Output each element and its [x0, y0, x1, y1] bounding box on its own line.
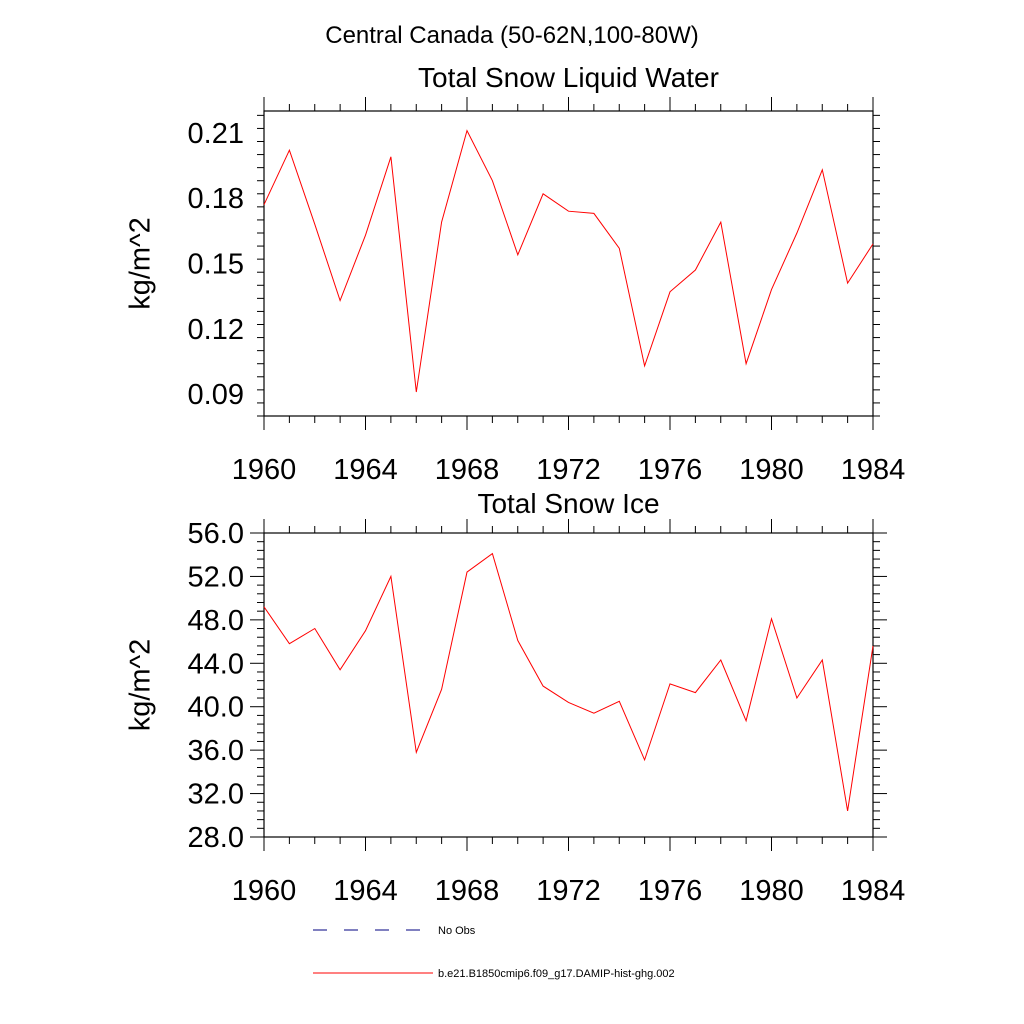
plot-frame — [263, 532, 874, 838]
x-tick-label: 1968 — [435, 454, 500, 486]
x-tick-label: 1968 — [435, 875, 500, 907]
x-tick-label: 1960 — [232, 454, 297, 486]
y-tick-label: 28.0 — [188, 822, 244, 854]
x-tick-label: 1964 — [333, 454, 398, 486]
x-tick-label: 1976 — [638, 454, 703, 486]
x-tick-label: 1984 — [841, 875, 906, 907]
y-axis-label: kg/m^2 — [125, 217, 157, 310]
legend-item: b.e21.B1850cmip6.f09_g17.DAMIP-hist-ghg.… — [313, 968, 675, 980]
x-tick-label: 1980 — [739, 875, 804, 907]
x-tick-label: 1960 — [232, 875, 297, 907]
y-tick-label: 0.09 — [188, 379, 244, 411]
x-tick-label: 1980 — [739, 454, 804, 486]
y-tick-label: 44.0 — [188, 648, 244, 680]
x-tick-label: 1964 — [333, 875, 398, 907]
y-tick-label: 0.12 — [188, 314, 244, 346]
tick-marks — [257, 97, 880, 430]
y-tick-label: 32.0 — [188, 779, 244, 811]
main-title: Central Canada (50-62N,100-80W) — [325, 22, 699, 49]
panel-title: Total Snow Ice — [477, 488, 659, 519]
y-tick-label: 52.0 — [188, 561, 244, 593]
y-tick-label: 56.0 — [188, 518, 244, 550]
y-tick-label: 36.0 — [188, 735, 244, 767]
y-tick-label: 0.21 — [188, 118, 244, 150]
chart-panels: Total Snow Liquid Water 1960 1964 1968 1972 1… — [125, 62, 906, 907]
legend-label: No Obs — [438, 925, 476, 937]
tick-marks — [250, 519, 887, 851]
x-tick-label: 1972 — [536, 454, 601, 486]
series-line — [263, 129, 874, 393]
legend-item: No Obs — [313, 925, 476, 937]
legend: No Obs b.e21.B1850cmip6.f09_g17.DAMIP-his… — [313, 925, 675, 980]
legend-label: b.e21.B1850cmip6.f09_g17.DAMIP-hist-ghg.… — [438, 968, 675, 980]
y-axis-label: kg/m^2 — [125, 639, 157, 732]
plot-frame — [263, 110, 874, 417]
panel-title: Total Snow Liquid Water — [418, 62, 719, 93]
panel-2: Total Snow Ice 1960 1964 1968 1972 1976 1980 19… — [125, 488, 906, 907]
y-tick-label: 40.0 — [188, 692, 244, 724]
series-line — [263, 552, 874, 811]
y-tick-label: 0.15 — [188, 249, 244, 281]
y-tick-label: 0.18 — [188, 183, 244, 215]
y-tick-label: 48.0 — [188, 605, 244, 637]
x-tick-label: 1976 — [638, 875, 703, 907]
x-tick-label: 1972 — [536, 875, 601, 907]
x-tick-label: 1984 — [841, 454, 906, 486]
panel-1: Total Snow Liquid Water 1960 1964 1968 1972 1… — [125, 62, 906, 486]
